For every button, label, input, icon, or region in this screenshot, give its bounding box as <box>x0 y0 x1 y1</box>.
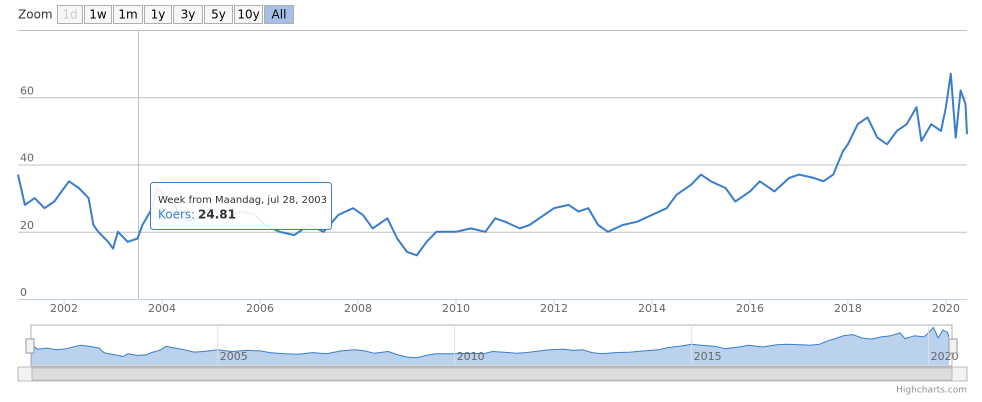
zoom-button-bg[interactable] <box>113 5 143 24</box>
navigator-line <box>30 326 950 359</box>
x-tick-label: 2010 <box>442 302 470 315</box>
zoom-button-bg[interactable] <box>57 5 83 24</box>
navigator: 2005 2010 2015 2020 <box>30 324 959 367</box>
x-tick-label: 2012 <box>540 302 568 315</box>
series-line <box>17 72 968 257</box>
zoom-button[interactable]: All <box>264 5 294 24</box>
zoom-button-label[interactable]: 5y <box>211 8 226 22</box>
zoom-button-bg[interactable] <box>173 5 203 24</box>
zoom-button[interactable]: 1w <box>84 5 112 24</box>
tooltip-value: 24.81 <box>198 208 236 222</box>
zoom-button-bg[interactable] <box>264 5 294 24</box>
navigator-tick-label: 2005 <box>220 350 248 363</box>
zoom-button-label[interactable]: 1w <box>89 8 107 22</box>
x-tick-label: 2004 <box>148 302 176 315</box>
zoom-button-label[interactable]: 1y <box>151 8 166 22</box>
zoom-button-bg[interactable] <box>204 5 233 24</box>
x-tick-label: 2018 <box>834 302 862 315</box>
x-tick-label: 2002 <box>50 302 78 315</box>
zoom-button-bg[interactable] <box>84 5 112 24</box>
x-tick-label: 2016 <box>736 302 764 315</box>
zoom-button-bg[interactable] <box>144 5 172 24</box>
scrollbar-thumb[interactable] <box>31 367 953 381</box>
zoom-button-label[interactable]: 10y <box>237 8 259 22</box>
y-tick-label: 60 <box>20 84 34 97</box>
tooltip-box <box>150 182 332 230</box>
x-tick-label: 2008 <box>344 302 372 315</box>
zoom-button-bg[interactable] <box>234 5 263 24</box>
navigator-area <box>31 327 949 365</box>
x-tick-label: 2014 <box>638 302 666 315</box>
tooltip: Week from Maandag, jul 28, 2003 Koers: 2… <box>150 182 332 230</box>
zoom-buttons: 1d 1w 1m 1y 3y 5y 10y All <box>57 5 294 24</box>
navigator-tick-label: 2010 <box>457 350 485 363</box>
navigator-tick-label: 2015 <box>694 350 722 363</box>
zoom-button[interactable]: 1d <box>57 5 83 24</box>
plot <box>17 72 968 257</box>
grid: 0 20 40 60 2002 2004 2006 2008 2010 2012 2014 2016 2… <box>18 84 967 315</box>
tooltip-label: Koers: <box>158 208 195 222</box>
zoom-label: Zoom <box>18 8 53 22</box>
zoom-button[interactable]: 5y <box>204 5 233 24</box>
zoom-button-label[interactable]: 1d <box>62 8 77 22</box>
zoom-button-label[interactable]: All <box>272 8 287 22</box>
zoom-button-label[interactable]: 1m <box>118 8 137 22</box>
navigator-handle[interactable] <box>25 338 35 354</box>
zoom-button[interactable]: 1m <box>113 5 143 24</box>
zoom-button[interactable]: 3y <box>173 5 203 24</box>
y-tick-label: 20 <box>20 219 34 232</box>
x-tick-label: 2006 <box>246 302 274 315</box>
y-tick-label: 40 <box>20 152 34 165</box>
credits[interactable]: Highcharts.com <box>896 386 967 396</box>
zoom-button[interactable]: 10y <box>234 5 263 24</box>
x-tick-label: 2020 <box>932 302 960 315</box>
navigator-handle[interactable] <box>948 338 958 354</box>
tooltip-header: Week from Maandag, jul 28, 2003 <box>158 195 327 206</box>
zoom-button[interactable]: 1y <box>144 5 172 24</box>
y-tick-label: 0 <box>20 286 27 299</box>
zoom-button-label[interactable]: 3y <box>181 8 196 22</box>
